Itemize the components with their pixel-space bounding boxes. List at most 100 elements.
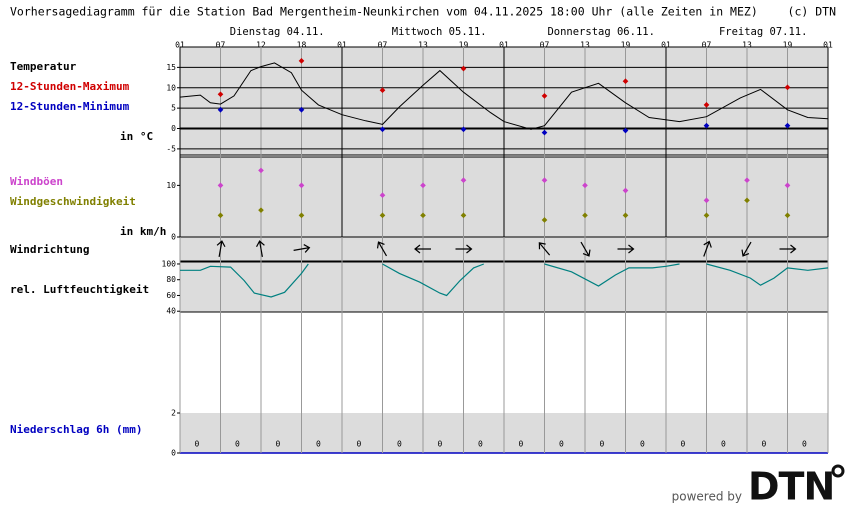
y-tick-label: 2 xyxy=(171,409,176,418)
marker xyxy=(703,102,710,108)
x-tick-label: 01 xyxy=(661,41,671,50)
marker xyxy=(622,187,629,194)
y-tick-label: 80 xyxy=(166,275,176,284)
chart-title: Vorhersagediagramm für die Station Bad M… xyxy=(10,5,758,19)
marker xyxy=(217,106,224,113)
marker xyxy=(622,127,629,134)
wind-arrow xyxy=(580,241,591,257)
x-tick-label: 19 xyxy=(459,41,469,50)
y-tick-label: 0 xyxy=(171,449,176,458)
wind-arrow xyxy=(617,244,635,254)
arrow-shape xyxy=(617,244,635,254)
legend-label: Windgeschwindigkeit xyxy=(10,195,136,208)
panel-title: Niederschlag 6h (mm) xyxy=(10,423,142,436)
panel-title: rel. Luftfeuchtigkeit xyxy=(10,283,149,296)
arrow-shape xyxy=(741,241,752,257)
x-tick-label: 07 xyxy=(540,41,550,50)
marker xyxy=(582,212,588,219)
value-label: 0 xyxy=(802,440,807,449)
copyright: (c) DTN xyxy=(788,5,837,19)
x-tick-label: 19 xyxy=(621,41,631,50)
day-label: Dienstag 04.11. xyxy=(230,26,325,38)
day-label: Donnerstag 06.11. xyxy=(547,26,654,38)
arrow-shape xyxy=(414,244,431,254)
x-tick-label: 18 xyxy=(297,41,307,50)
powered-by: powered by xyxy=(672,490,742,504)
marker xyxy=(703,122,710,129)
marker xyxy=(379,87,386,94)
marker xyxy=(541,129,548,136)
day-label: Freitag 07.11. xyxy=(719,26,808,38)
marker xyxy=(784,182,791,189)
x-tick-label: 07 xyxy=(216,41,226,50)
marker xyxy=(541,177,548,184)
x-tick-label: 13 xyxy=(418,41,428,50)
x-tick-label: 07 xyxy=(378,41,388,50)
value-label: 0 xyxy=(235,440,240,449)
arrow-shape xyxy=(455,244,473,254)
x-tick-label: 13 xyxy=(580,41,590,50)
marker xyxy=(784,84,791,91)
y-tick-label: 40 xyxy=(166,307,176,316)
value-label: 0 xyxy=(397,440,402,449)
marker xyxy=(217,182,224,189)
wind-arrow xyxy=(414,244,431,254)
marker xyxy=(744,197,750,204)
wind-arrow xyxy=(741,241,752,257)
day-label: Mittwoch 05.11. xyxy=(392,26,487,38)
y-tick-label: 100 xyxy=(162,259,177,268)
marker xyxy=(784,122,791,129)
value-label: 0 xyxy=(599,440,604,449)
y-tick-label: -5 xyxy=(166,144,176,153)
x-tick-label: 01 xyxy=(337,41,347,50)
wind-arrow xyxy=(216,240,226,257)
panel-title: Windrichtung xyxy=(10,243,89,256)
marker xyxy=(582,182,588,189)
marker xyxy=(298,106,305,113)
wind-arrow xyxy=(779,244,797,254)
arrow-shape xyxy=(376,241,388,257)
wind-arrow xyxy=(256,240,265,257)
line xyxy=(179,62,829,130)
marker xyxy=(420,212,426,219)
marker xyxy=(622,78,629,85)
value-label: 0 xyxy=(559,440,564,449)
marker xyxy=(541,217,548,223)
marker xyxy=(622,212,629,219)
y-tick-label: 60 xyxy=(166,291,176,300)
legend-label: 12-Stunden-Minimum xyxy=(10,100,130,113)
marker xyxy=(258,207,264,213)
value-label: 0 xyxy=(478,440,483,449)
x-tick-label: 01 xyxy=(499,41,509,50)
panel-title: Temperatur xyxy=(10,60,77,73)
y-axis-label: in km/h xyxy=(120,225,166,238)
y-tick-label: 10 xyxy=(166,181,176,190)
value-label: 0 xyxy=(437,440,442,449)
legend-label: 12-Stunden-Maximum xyxy=(10,80,130,93)
line xyxy=(180,263,829,298)
marker xyxy=(298,182,305,189)
marker xyxy=(217,212,224,219)
value-label: 0 xyxy=(640,440,645,449)
marker xyxy=(460,212,467,219)
arrow-shape xyxy=(293,244,311,253)
x-tick-label: 19 xyxy=(783,41,793,50)
marker xyxy=(217,91,224,98)
arrow-shape xyxy=(779,244,797,254)
x-tick-label: 07 xyxy=(702,41,712,50)
x-tick-label: 01 xyxy=(175,41,185,50)
value-label: 0 xyxy=(721,440,726,449)
value-label: 0 xyxy=(518,440,523,449)
arrow-shape xyxy=(538,242,551,256)
value-label: 0 xyxy=(680,440,685,449)
wind-arrow xyxy=(455,244,473,254)
marker xyxy=(460,65,467,72)
value-label: 0 xyxy=(275,440,280,449)
wind-arrow xyxy=(538,242,551,256)
y-tick-label: 5 xyxy=(171,104,176,113)
y-tick-label: 10 xyxy=(166,83,176,92)
value-label: 0 xyxy=(316,440,321,449)
marker xyxy=(541,93,548,99)
marker xyxy=(460,177,467,184)
